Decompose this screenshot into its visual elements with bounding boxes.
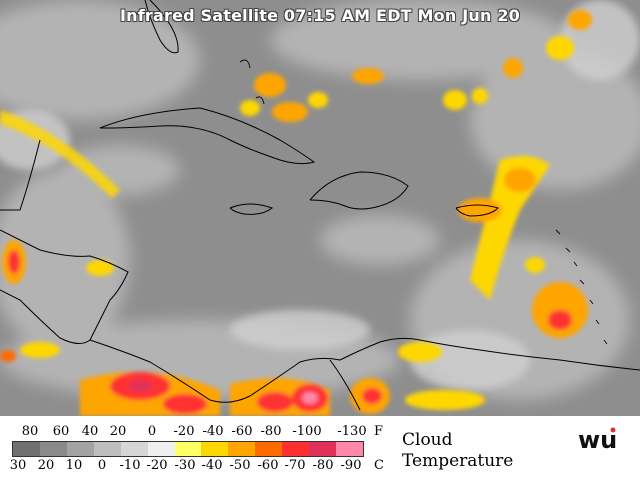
celsius-tick-label: -50 xyxy=(229,458,251,473)
celsius-tick-label: 10 xyxy=(65,458,83,473)
fahrenheit-tick-label: -40 xyxy=(202,424,224,439)
fahrenheit-tick-label: -100 xyxy=(292,424,322,439)
color-swatch xyxy=(255,442,283,456)
celsius-tick-label: -10 xyxy=(119,458,141,473)
celsius-tick-label: -90 xyxy=(340,458,362,473)
celsius-tick-label: -70 xyxy=(284,458,306,473)
fahrenheit-unit: F xyxy=(374,424,384,439)
celsius-tick-label: 20 xyxy=(37,458,55,473)
fahrenheit-tick-label: 20 xyxy=(109,424,127,439)
fahrenheit-tick-label: 80 xyxy=(21,424,39,439)
fahrenheit-tick-label: -20 xyxy=(173,424,195,439)
celsius-tick-label: -60 xyxy=(257,458,279,473)
color-swatch xyxy=(309,442,337,456)
fahrenheit-tick-label: -60 xyxy=(231,424,253,439)
celsius-tick-label: -40 xyxy=(201,458,223,473)
color-scale-bar xyxy=(12,441,364,457)
legend: 80 60 40 20 0 -20 -40 -60 -80 -100 -130 F 30 20 10 0-… xyxy=(0,416,640,480)
color-swatch xyxy=(201,442,229,456)
map-title: Infrared Satellite 07:15 AM EDT Mon Jun … xyxy=(119,6,521,25)
legend-caption: Cloud Temperature xyxy=(402,430,513,472)
wunderground-logo[interactable]: wu xyxy=(576,426,620,452)
logo-dot-icon xyxy=(610,427,616,433)
fahrenheit-tick-label: -80 xyxy=(260,424,282,439)
celsius-tick-label: -80 xyxy=(312,458,334,473)
color-swatch xyxy=(147,442,175,456)
celsius-tick-label: -20 xyxy=(146,458,168,473)
caption-line-2: Temperature xyxy=(402,451,514,471)
fahrenheit-tick-label: 40 xyxy=(81,424,99,439)
fahrenheit-tick-label: -130 xyxy=(337,424,367,439)
color-swatch xyxy=(66,442,94,456)
color-swatch xyxy=(39,442,67,456)
color-swatch xyxy=(13,442,40,456)
fahrenheit-tick-label: 60 xyxy=(52,424,70,439)
satellite-map xyxy=(0,0,640,416)
color-swatch xyxy=(120,442,148,456)
color-swatch xyxy=(336,442,363,456)
celsius-tick-label: -30 xyxy=(174,458,196,473)
celsius-tick-label: 0 xyxy=(97,458,107,473)
fahrenheit-tick-label: 0 xyxy=(147,424,157,439)
color-swatch xyxy=(174,442,202,456)
caption-line-1: Cloud xyxy=(402,430,453,450)
celsius-tick-label: 30 xyxy=(9,458,27,473)
color-swatch xyxy=(228,442,256,456)
color-swatch xyxy=(282,442,310,456)
celsius-unit: C xyxy=(374,458,384,473)
color-swatch xyxy=(93,442,121,456)
